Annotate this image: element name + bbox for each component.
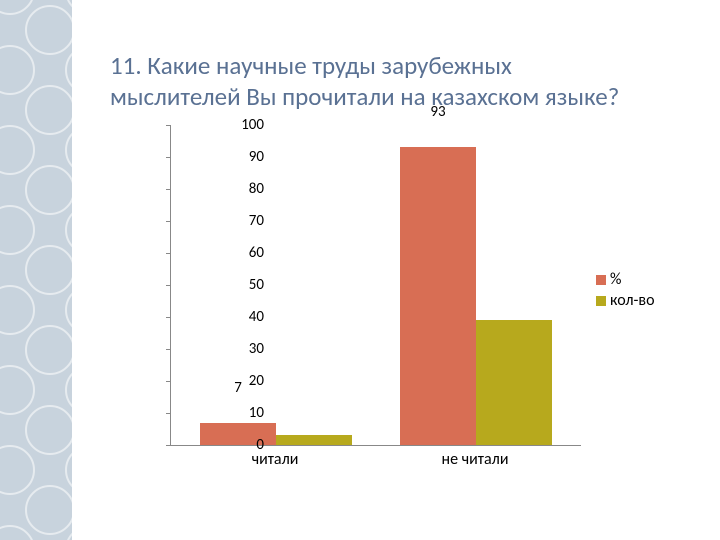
legend-swatch [596, 296, 606, 306]
legend-item: % [596, 270, 655, 289]
x-category-label: не читали [442, 450, 509, 469]
bar-value-label: 93 [430, 103, 445, 125]
y-tick-mark [166, 157, 170, 158]
legend-swatch [596, 275, 606, 285]
y-tick-label: 80 [224, 180, 264, 198]
y-tick-mark [166, 125, 170, 126]
y-tick-label: 10 [224, 404, 264, 422]
legend-label: кол-во [610, 291, 655, 310]
y-tick-label: 40 [224, 308, 264, 326]
chart-bar [276, 435, 352, 445]
side-decoration-strip [0, 0, 72, 540]
y-tick-mark [166, 253, 170, 254]
y-tick-mark [166, 285, 170, 286]
y-tick-mark [166, 413, 170, 414]
legend-item: кол-во [596, 291, 655, 310]
y-tick-mark [166, 445, 170, 446]
y-tick-label: 90 [224, 148, 264, 166]
quatrefoil-pattern [0, 0, 72, 540]
y-tick-mark [166, 349, 170, 350]
y-tick-mark [166, 221, 170, 222]
chart-bar [476, 320, 552, 445]
y-tick-mark [166, 381, 170, 382]
chart-legend: % кол-во [596, 270, 655, 312]
revenue-chart: 793 %кол-во 0102030405060708090100читали… [110, 120, 690, 500]
x-category-label: читали [252, 450, 299, 469]
y-tick-label: 70 [224, 212, 264, 230]
slide: 11. Какие научные труды зарубежных мысли… [0, 0, 720, 540]
chart-bar [400, 147, 476, 445]
y-tick-label: 30 [224, 340, 264, 358]
y-tick-mark [166, 189, 170, 190]
y-tick-mark [166, 317, 170, 318]
y-tick-label: 50 [224, 276, 264, 294]
legend-label: % [610, 270, 621, 289]
y-tick-label: 20 [224, 372, 264, 390]
y-tick-label: 100 [224, 116, 264, 134]
page-title: 11. Какие научные труды зарубежных мысли… [110, 50, 640, 113]
y-tick-label: 60 [224, 244, 264, 262]
